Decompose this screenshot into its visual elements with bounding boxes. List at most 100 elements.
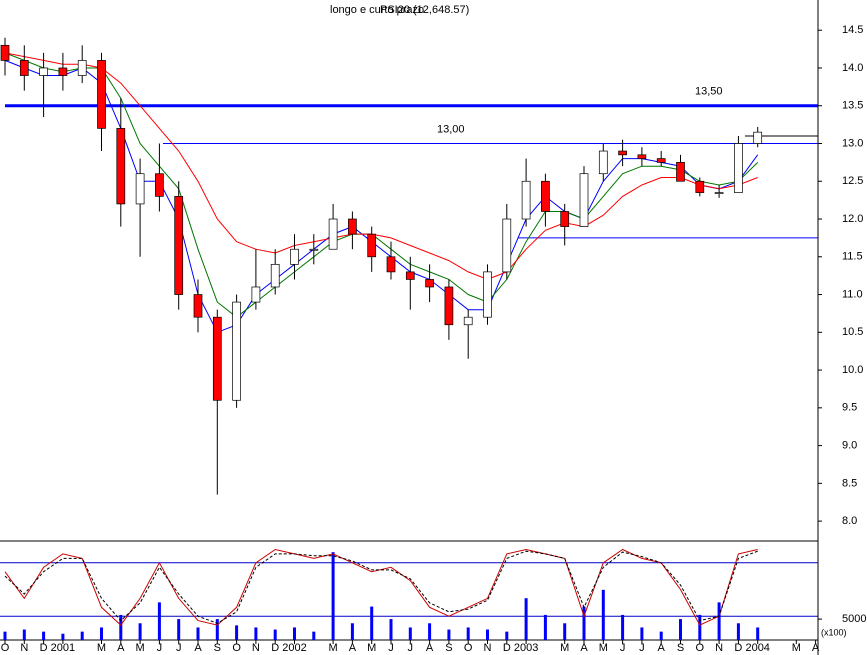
x-tick-label: J bbox=[176, 642, 182, 654]
x-tick-label: M bbox=[560, 642, 569, 654]
y-tick-label: 13.5 bbox=[842, 100, 863, 112]
chart-subtitle: longo e curto prazo bbox=[330, 4, 424, 16]
volume-bar bbox=[659, 631, 663, 640]
x-tick-label: 2003 bbox=[514, 642, 538, 654]
x-tick-label: J bbox=[620, 642, 626, 654]
candle-body bbox=[155, 173, 164, 197]
volume-bar bbox=[100, 627, 103, 640]
x-tick-label: M bbox=[599, 642, 608, 654]
candle-body bbox=[77, 60, 87, 76]
candle-body bbox=[58, 67, 68, 76]
volume-bar bbox=[679, 619, 682, 640]
volume-bar bbox=[3, 631, 7, 640]
x-tick-label: J bbox=[639, 642, 645, 654]
candle-body bbox=[386, 256, 396, 273]
candle-body bbox=[521, 180, 531, 220]
y-tick-label: 12.0 bbox=[842, 213, 863, 225]
x-tick-label: N bbox=[252, 642, 260, 654]
volume-bar bbox=[61, 633, 65, 640]
candle-body bbox=[135, 173, 145, 205]
level-label: 13,50 bbox=[695, 86, 723, 98]
x-tick-label: N bbox=[20, 642, 28, 654]
y-tick-label: 9.0 bbox=[842, 440, 857, 452]
moving-average bbox=[4, 59, 759, 333]
x-tick-label: A bbox=[580, 642, 588, 654]
x-tick-label: D bbox=[734, 642, 742, 654]
x-tick-label: A bbox=[658, 642, 666, 654]
volume-bar bbox=[312, 631, 316, 640]
y-tick-label: 14.0 bbox=[842, 62, 863, 74]
volume-bar bbox=[505, 631, 509, 640]
candle-body bbox=[541, 180, 550, 212]
volume-bar bbox=[447, 629, 451, 640]
volume-unit: (x100) bbox=[821, 627, 847, 637]
candle-body bbox=[174, 196, 184, 295]
x-tick-label: O bbox=[232, 642, 241, 654]
volume-bar bbox=[736, 623, 740, 640]
candle-body bbox=[714, 192, 724, 194]
volume-bar bbox=[563, 623, 567, 640]
x-tick-label: N bbox=[715, 642, 723, 654]
volume-bar bbox=[370, 606, 374, 640]
x-tick-label: A bbox=[117, 642, 125, 654]
candle-body bbox=[19, 60, 29, 76]
volume-bar bbox=[640, 627, 644, 640]
x-tick-label: N bbox=[484, 642, 492, 654]
candle-body bbox=[0, 44, 10, 61]
volume-bar bbox=[80, 631, 84, 640]
volume-bar bbox=[254, 627, 258, 640]
x-tick-label: A bbox=[812, 642, 820, 654]
candle-body bbox=[463, 316, 473, 326]
x-tick-label: S bbox=[677, 642, 684, 654]
candle-body bbox=[232, 301, 241, 401]
volume-bar bbox=[350, 623, 354, 640]
x-tick-label: M bbox=[97, 642, 106, 654]
candle-body bbox=[251, 286, 261, 303]
candle-body bbox=[618, 150, 627, 156]
x-tick-label: D bbox=[40, 642, 48, 654]
volume-bar bbox=[157, 602, 161, 640]
y-tick-label: 50000 bbox=[842, 613, 867, 625]
volume-bar bbox=[466, 627, 470, 640]
x-tick-label: A bbox=[349, 642, 357, 654]
candle-body bbox=[405, 271, 415, 280]
x-tick-label: D bbox=[503, 642, 511, 654]
candle-body bbox=[656, 158, 666, 163]
volume-bar bbox=[389, 619, 393, 640]
volume-bar bbox=[22, 629, 26, 640]
candle-body bbox=[328, 218, 338, 250]
y-tick-label: 11.0 bbox=[842, 288, 863, 300]
candle-body bbox=[734, 143, 743, 193]
x-tick-label: J bbox=[388, 642, 394, 654]
candle-body bbox=[502, 218, 512, 273]
x-tick-label: 2004 bbox=[745, 642, 769, 654]
candle-body bbox=[97, 60, 106, 129]
volume-bar bbox=[717, 602, 721, 640]
y-tick-label: 8.0 bbox=[842, 515, 857, 527]
y-tick-label: 12.5 bbox=[842, 175, 863, 187]
y-tick-label: 10.0 bbox=[842, 364, 863, 376]
x-tick-label: 2001 bbox=[51, 642, 75, 654]
x-tick-label: A bbox=[426, 642, 434, 654]
volume-bar bbox=[582, 606, 586, 640]
y-tick-label: 11.5 bbox=[842, 251, 863, 263]
candle-body bbox=[367, 233, 377, 258]
volume-bar bbox=[273, 629, 277, 640]
candle-body bbox=[598, 150, 608, 175]
candle-body bbox=[579, 173, 589, 227]
stochastic-d bbox=[4, 550, 758, 624]
y-tick-label: 13.0 bbox=[842, 137, 863, 149]
candle-body bbox=[425, 279, 434, 288]
candle-body bbox=[483, 271, 492, 318]
x-tick-label: M bbox=[792, 642, 801, 654]
x-tick-label: J bbox=[157, 642, 163, 654]
y-tick-label: 10.5 bbox=[842, 326, 863, 338]
candle-body bbox=[676, 162, 685, 182]
x-tick-label: M bbox=[329, 642, 338, 654]
x-tick-label: S bbox=[445, 642, 452, 654]
level-label: 13,00 bbox=[437, 123, 465, 135]
x-tick-label: 2002 bbox=[282, 642, 306, 654]
volume-bar bbox=[524, 598, 528, 640]
volume-bar bbox=[621, 614, 625, 640]
